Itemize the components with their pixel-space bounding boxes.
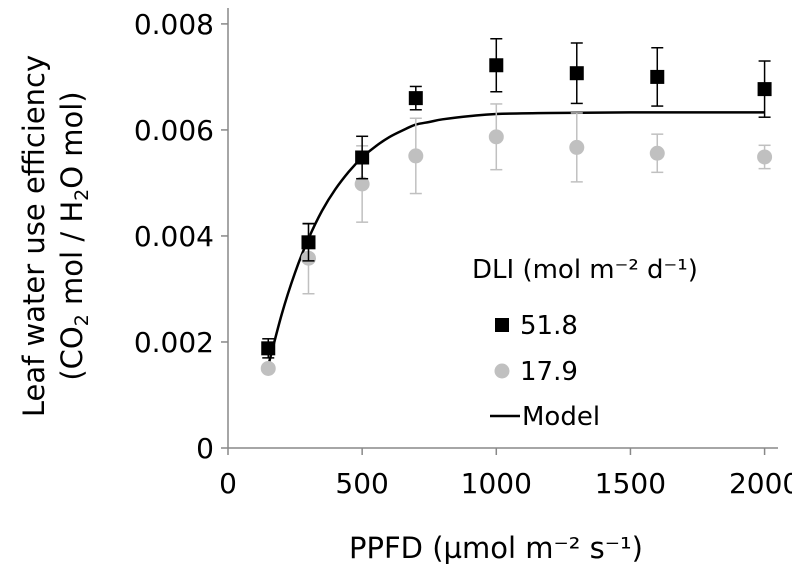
x-tick-label: 2000 [729, 467, 792, 500]
y-axis-label-line1: Leaf water use efficiency [17, 55, 51, 417]
y-label-part-c: O mol) [55, 91, 89, 188]
data-point [649, 145, 665, 161]
model-line-group [266, 111, 765, 367]
y-label-part-a: (CO [55, 326, 89, 380]
axes [227, 8, 778, 449]
x-tick-label: 1500 [595, 467, 666, 500]
series-17-9 [260, 103, 773, 376]
y-tick-label: 0.006 [134, 114, 214, 147]
data-point [650, 69, 665, 84]
data-point [261, 341, 276, 356]
x-axis-label: PPFD (µmol m⁻² s⁻¹) [349, 531, 643, 565]
y-tick-label: 0.004 [134, 220, 214, 253]
data-point [408, 148, 424, 164]
series-group [260, 37, 773, 376]
data-point [757, 149, 773, 165]
data-point [408, 91, 423, 106]
y-tick-label: 0.002 [134, 326, 214, 359]
y-label-part-b: mol / H [55, 201, 89, 314]
data-point [569, 66, 584, 81]
y-label-sub-b: 2 [71, 189, 93, 201]
x-tick-label: 1000 [461, 467, 532, 500]
legend-marker-17-9 [494, 363, 510, 379]
legend-marker-51-8 [495, 318, 509, 332]
legend-label-17-9: 17.9 [520, 357, 578, 387]
ticks: 0 500 1000 1500 2000 0 0.002 0.004 0.006 0.008 [134, 8, 792, 500]
x-tick-label: 500 [335, 467, 388, 500]
data-point [354, 176, 370, 192]
data-point [489, 58, 504, 73]
series-51-8 [261, 37, 772, 359]
legend-label-51-8: 51.8 [520, 311, 578, 341]
y-axis-label: Leaf water use efficiency (CO2 mol / H2O… [17, 55, 93, 417]
data-point [355, 150, 370, 165]
y-tick-label: 0 [196, 432, 214, 465]
data-point [569, 139, 585, 155]
legend-label-model: Model [522, 402, 600, 432]
data-point [757, 82, 772, 97]
y-axis-label-line2: (CO2 mol / H2O mol) [55, 91, 93, 380]
x-tick-label: 0 [219, 467, 237, 500]
model-line [266, 111, 765, 367]
y-tick-label: 0.008 [134, 8, 214, 41]
data-point [301, 235, 316, 250]
legend: DLI (mol m⁻² d⁻¹) 51.8 17.9 Model [472, 255, 698, 432]
y-label-sub-a: 2 [71, 314, 93, 326]
legend-title: DLI (mol m⁻² d⁻¹) [472, 255, 698, 285]
data-point [488, 129, 504, 145]
data-point [260, 360, 276, 376]
